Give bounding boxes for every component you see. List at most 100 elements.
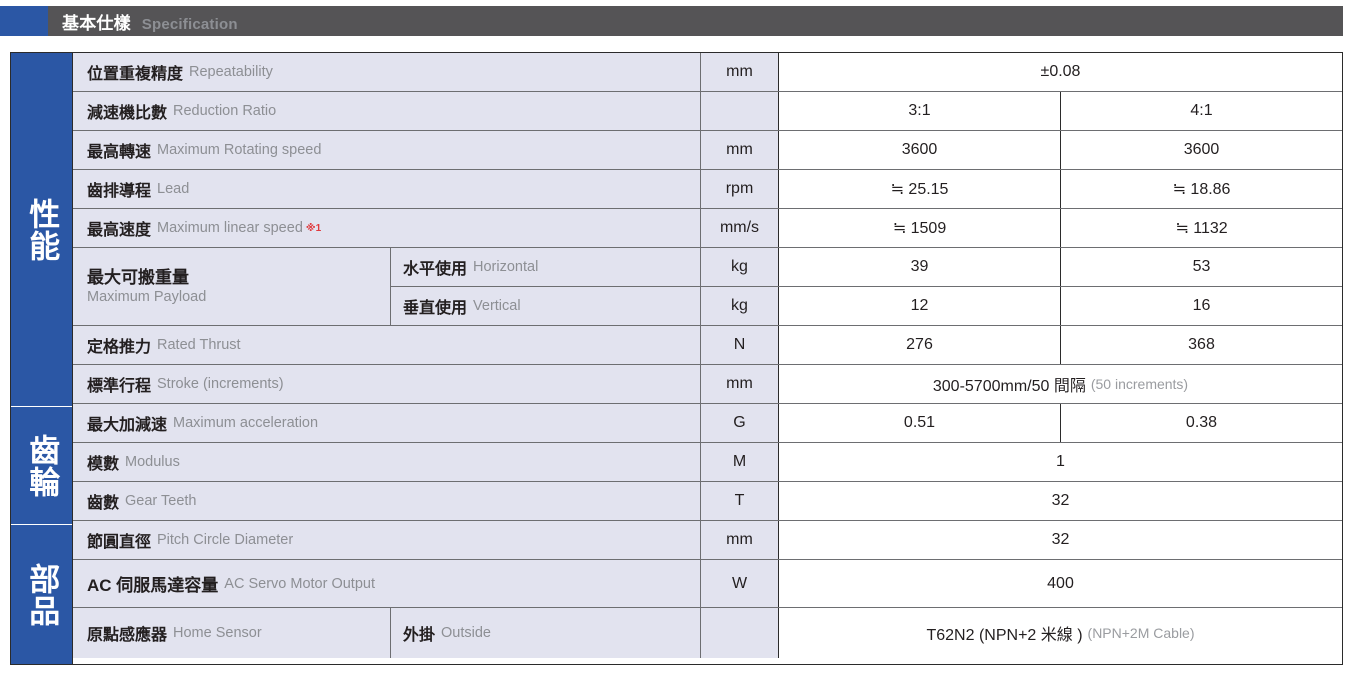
row-value-a: ≒ 25.15: [779, 170, 1061, 208]
row-unit: W: [701, 560, 779, 607]
row-label-en: Home Sensor: [173, 625, 262, 641]
row-values: T62N2 (NPN+2 米線 ) (NPN+2M Cable): [779, 608, 1342, 658]
row-values: 300-5700mm/50 間隔 (50 increments): [779, 365, 1342, 403]
row-label: 最高速度 Maximum linear speed ※1: [73, 209, 701, 247]
row-unit: kg: [701, 286, 779, 325]
row-label: 齒數 Gear Teeth: [73, 482, 701, 520]
table-row: 最高轉速 Maximum Rotating speed mm 3600 3600: [73, 131, 1342, 170]
row-value-b: 368: [1188, 336, 1215, 353]
table-row: AC 伺服馬達容量 AC Servo Motor Output W 400: [73, 560, 1342, 608]
row-values: 12 16: [779, 286, 1342, 325]
row-label-en: Reduction Ratio: [173, 103, 277, 119]
row-unit: [701, 608, 779, 658]
row-unit: mm: [701, 53, 779, 91]
page-title-en: Specification: [141, 15, 238, 33]
row-label-jp: 最大可搬重量: [87, 267, 189, 287]
row-label-jp: 定格推力: [87, 339, 152, 356]
row-label-en: Maximum Rotating speed: [157, 142, 322, 158]
row-value-b: ≒ 1132: [1175, 220, 1228, 237]
row-values: 32: [779, 521, 1342, 559]
row-label: 最高轉速 Maximum Rotating speed: [73, 131, 701, 169]
row-label: 原點感應器 Home Sensor: [73, 608, 391, 658]
row-value-a: 3:1: [779, 92, 1061, 130]
specification-table: 性能 齒輪 部品 位置重複精度 Repeatability mm ±0.08 減…: [10, 52, 1343, 665]
row-label-jp: 最大加減速: [87, 417, 168, 434]
row-label-stack: 最大可搬重量 Maximum Payload: [87, 267, 206, 306]
row-value: 32: [1051, 492, 1070, 509]
row-value: 1: [1056, 453, 1065, 470]
row-label-jp: 節圓直徑: [87, 534, 152, 551]
row-label-en: Maximum acceleration: [173, 415, 319, 431]
row-label-en: Pitch Circle Diameter: [157, 532, 294, 548]
row-label: 最大加減速 Maximum acceleration: [73, 404, 701, 442]
table-row: 垂直使用 Vertical kg 12 16: [391, 286, 1342, 325]
table-row: 最高速度 Maximum linear speed ※1 mm/s ≒ 1509…: [73, 209, 1342, 248]
row-unit: kg: [701, 248, 779, 286]
row-values: 1: [779, 443, 1342, 481]
category-gear: 齒輪: [11, 407, 72, 525]
row-label-jp: 減速機比數: [87, 105, 168, 122]
row-values: 3600 3600: [779, 131, 1342, 169]
row-label-jp: 標準行程: [87, 378, 152, 395]
row-values: ≒ 25.15 ≒ 18.86: [779, 170, 1342, 208]
row-unit: mm: [701, 365, 779, 403]
payload-subrows: 水平使用 Horizontal kg 39 53 垂直使用 Vertical k…: [391, 248, 1342, 325]
row-sublabel: 水平使用 Horizontal: [391, 248, 701, 286]
row-values: ±0.08: [779, 53, 1342, 91]
category-gear-label: 齒輪: [24, 433, 60, 498]
row-value: T62N2 (NPN+2 米線 ) (NPN+2M Cable): [779, 608, 1342, 658]
row-label: 定格推力 Rated Thrust: [73, 326, 701, 364]
row-values: 0.51 0.38: [779, 404, 1342, 442]
table-body: 位置重複精度 Repeatability mm ±0.08 減速機比數 Redu…: [73, 53, 1342, 664]
category-rail: 性能 齒輪 部品: [11, 53, 73, 664]
row-values: 276 368: [779, 326, 1342, 364]
row-label-jp: 模數: [87, 456, 120, 473]
table-row: 齒排導程 Lead rpm ≒ 25.15 ≒ 18.86: [73, 170, 1342, 209]
row-unit: mm/s: [701, 209, 779, 247]
row-unit: [701, 92, 779, 130]
row-value-a: 12: [779, 286, 1061, 325]
row-label-en: Rated Thrust: [157, 337, 241, 353]
table-row: 減速機比數 Reduction Ratio 3:1 4:1: [73, 92, 1342, 131]
row-value: ±0.08: [1040, 63, 1081, 80]
row-value-b: 53: [1192, 257, 1211, 275]
row-sublabel-jp: 垂直使用: [403, 299, 468, 317]
row-value: 400: [1047, 574, 1074, 592]
page-title: 基本仕樣 Specification: [62, 9, 238, 34]
row-label-jp: 齒數: [87, 495, 120, 512]
row-value: 32: [1051, 531, 1070, 548]
row-value-note: (50 increments): [1090, 376, 1189, 392]
row-label-en: AC Servo Motor Output: [224, 575, 375, 592]
row-label-en: Lead: [157, 181, 190, 197]
row-label-en: Gear Teeth: [125, 493, 197, 509]
row-label-jp: 原點感應器: [87, 627, 168, 644]
row-value-a: ≒ 1509: [779, 209, 1061, 247]
row-label-jp: 齒排導程: [87, 183, 152, 200]
row-value: 300-5700mm/50 間隔 (50 increments): [779, 365, 1342, 403]
row-label-en: Modulus: [125, 454, 180, 470]
row-sublabel-jp: 外掛: [403, 627, 436, 644]
row-value-a: 3600: [779, 131, 1061, 169]
table-row: 模數 Modulus M 1: [73, 443, 1342, 482]
row-label-en: Maximum linear speed: [157, 220, 303, 236]
section-header-bar: 基本仕樣 Specification: [0, 6, 1343, 36]
row-label: 模數 Modulus: [73, 443, 701, 481]
row-sublabel-jp: 水平使用: [403, 260, 468, 278]
category-parts: 部品: [11, 525, 72, 664]
table-row: 位置重複精度 Repeatability mm ±0.08: [73, 53, 1342, 92]
row-value-a: 0.51: [779, 404, 1061, 442]
row-value-a: 39: [779, 248, 1061, 286]
row-label: 位置重複精度 Repeatability: [73, 53, 701, 91]
table-row: 標準行程 Stroke (increments) mm 300-5700mm/5…: [73, 365, 1342, 404]
row-label-en: Stroke (increments): [157, 376, 284, 392]
row-values: 39 53: [779, 248, 1342, 286]
row-label-jp: 最高速度: [87, 222, 152, 239]
row-label: 齒排導程 Lead: [73, 170, 701, 208]
row-values: 32: [779, 482, 1342, 520]
table-row: 原點感應器 Home Sensor 外掛 Outside T62N2 (NPN+…: [73, 608, 1342, 658]
row-label: 最大可搬重量 Maximum Payload: [73, 248, 391, 325]
row-sublabel-en: Horizontal: [473, 258, 539, 275]
footnote-marker: ※1: [305, 222, 322, 234]
row-value-a: 276: [779, 326, 1061, 364]
row-value-b: 16: [1192, 296, 1211, 314]
